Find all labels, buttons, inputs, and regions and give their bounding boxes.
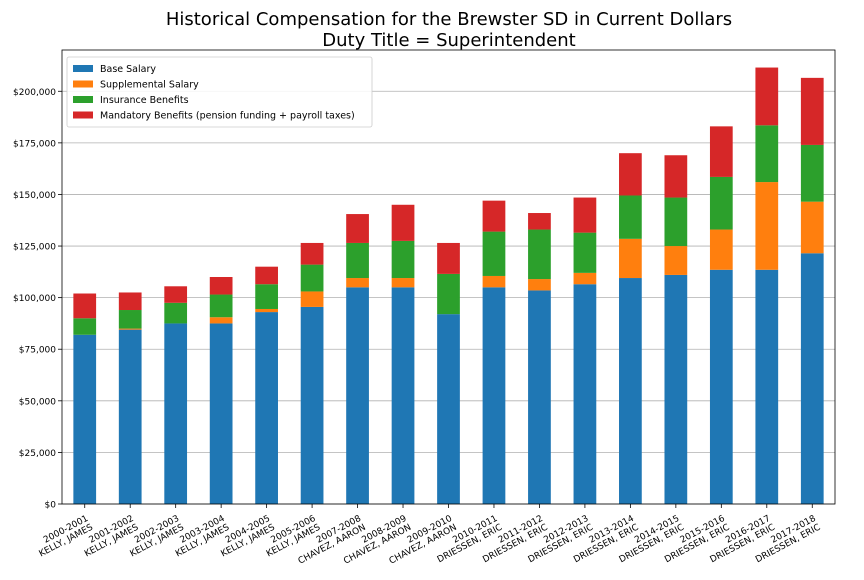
bar-segment <box>346 214 369 243</box>
bar-segment <box>118 310 142 329</box>
bar-segment <box>709 176 733 230</box>
bar-segment <box>300 306 324 504</box>
bar-segment <box>482 200 506 232</box>
bar-segment <box>709 269 733 504</box>
bar-segment <box>528 279 551 291</box>
bar-segment <box>573 197 597 233</box>
bar-segment <box>300 242 324 265</box>
chart-title-line2: Duty Title = Superintendent <box>322 30 575 51</box>
bar-segment <box>664 274 688 504</box>
bar-segment <box>709 229 733 270</box>
bar-segment <box>300 264 324 292</box>
bar-segment <box>209 277 233 295</box>
bar-segment <box>755 269 779 504</box>
bar-segment <box>755 67 779 126</box>
bar-segment <box>391 287 415 504</box>
legend-box <box>66 56 373 128</box>
bar-segment <box>255 308 278 313</box>
bar-segment <box>255 312 278 504</box>
legend-label: Base Salary <box>100 64 156 75</box>
y-tick-label: $200,000 <box>13 88 56 98</box>
bar-segment <box>391 240 415 279</box>
bar-segment <box>118 328 142 330</box>
bar-segment <box>619 153 642 196</box>
y-tick-label: $50,000 <box>19 397 56 407</box>
bar-segment <box>118 292 142 311</box>
y-tick-label: $100,000 <box>13 294 56 304</box>
bar-segment <box>619 238 642 279</box>
y-tick-label: $125,000 <box>13 243 56 253</box>
bar-segment <box>73 318 97 335</box>
bar-segment <box>300 291 324 307</box>
bar-segment <box>709 126 733 177</box>
bar-segment <box>391 204 415 241</box>
bar-segment <box>755 182 779 270</box>
legend-swatch <box>73 96 93 103</box>
bar-segment <box>573 284 597 504</box>
bar-segment <box>573 272 597 285</box>
legend-label: Insurance Benefits <box>100 95 189 106</box>
bar-segment <box>346 278 369 288</box>
y-tick-label: $0 <box>45 501 57 511</box>
bar-segment <box>528 213 551 230</box>
bar-segment <box>800 144 824 202</box>
bar-segment <box>255 266 278 285</box>
bar-segment <box>800 253 824 504</box>
y-tick-label: $175,000 <box>13 139 56 149</box>
bar-segment <box>619 278 642 504</box>
bar-segment <box>255 284 278 309</box>
bar-segment <box>209 323 233 504</box>
plot-frame <box>61 49 836 505</box>
bar-segment <box>482 275 506 288</box>
bar-segment <box>800 201 824 254</box>
legend-label: Mandatory Benefits (pension funding + pa… <box>100 111 355 122</box>
bar-segment <box>800 77 824 145</box>
chart-title-line1: Historical Compensation for the Brewster… <box>166 9 732 30</box>
bar-segment <box>482 287 506 504</box>
legend-swatch <box>73 80 93 88</box>
bar-segment <box>482 231 506 276</box>
bar-segment <box>755 125 779 183</box>
bar-segment <box>573 232 597 273</box>
bar-segment <box>73 334 97 504</box>
bar-segment <box>118 329 142 504</box>
bar-segment <box>528 229 551 280</box>
bar-segment <box>391 278 415 288</box>
bar-segment <box>619 195 642 239</box>
bar-segment <box>437 242 460 274</box>
legend: Base Salary Supplemental Salary Insurance … <box>66 56 373 128</box>
y-tick-label: $75,000 <box>19 346 56 356</box>
bar-segment <box>346 287 369 504</box>
bar-segment <box>664 197 688 247</box>
legend-swatch <box>73 65 93 72</box>
bar-segment <box>209 294 233 318</box>
bar-segment <box>164 302 188 324</box>
bars <box>73 67 824 504</box>
bar-segment <box>164 323 188 504</box>
y-tick-label: $150,000 <box>13 191 56 201</box>
bar-segment <box>664 155 688 198</box>
bar-segment <box>209 317 233 324</box>
y-tick-label: $25,000 <box>19 449 56 459</box>
bar-segment <box>664 246 688 275</box>
bar-segment <box>73 293 97 319</box>
legend-swatch <box>73 111 93 119</box>
bar-segment <box>346 242 369 279</box>
bar-segment <box>437 273 460 315</box>
bar-segment <box>437 314 460 504</box>
legend-label: Supplemental Salary <box>100 80 199 91</box>
bar-segment <box>164 286 188 303</box>
bar-segment <box>528 290 551 504</box>
